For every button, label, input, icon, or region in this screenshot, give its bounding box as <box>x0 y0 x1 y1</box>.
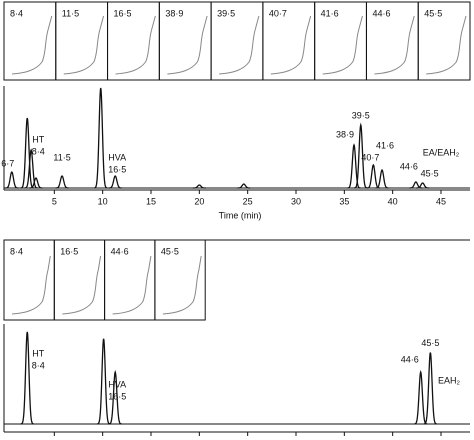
inset-spectrum <box>62 255 102 315</box>
x-axis-label: Time (min) <box>219 210 262 220</box>
peak <box>94 87 108 189</box>
peak <box>97 338 111 425</box>
x-tick-label: 25 <box>243 196 253 206</box>
peak-label: 39·5 <box>352 110 370 120</box>
inset-label: 8·4 <box>10 8 23 18</box>
inset-label: 16·5 <box>60 246 78 256</box>
peak <box>108 175 122 189</box>
peak <box>20 117 34 189</box>
peak <box>5 171 19 189</box>
peak <box>347 143 361 189</box>
peak-label: HT <box>32 134 44 144</box>
inset-label: 45·5 <box>424 8 442 18</box>
x-tick-label: 20 <box>194 196 204 206</box>
peak <box>108 369 122 425</box>
inset-label: 39·5 <box>217 8 235 18</box>
peak-label: 45·5 <box>421 168 439 178</box>
inset-spectrum <box>426 15 467 75</box>
peak-label: 16·5 <box>108 164 126 174</box>
inset-spectrum <box>11 15 53 75</box>
peak-label: 6·7 <box>1 158 14 168</box>
peak-label: 44·6 <box>400 161 418 171</box>
peak <box>29 177 43 189</box>
peak-label: 11·5 <box>53 152 70 162</box>
inset-label: 8·4 <box>10 246 23 256</box>
inset-label: 44·6 <box>111 246 129 256</box>
inset-box <box>154 239 206 321</box>
inset-label: 41·6 <box>321 8 339 18</box>
inset-label: 45·5 <box>161 246 179 256</box>
peak-label: 45·5 <box>421 338 439 348</box>
inset-label: 11·5 <box>62 8 79 18</box>
x-tick-label: 35 <box>339 196 349 206</box>
inset-box <box>417 1 471 81</box>
peak <box>423 352 437 425</box>
peak-label: 38·9 <box>336 129 354 139</box>
peak-label: HVA <box>108 152 126 162</box>
peak-label: HVA <box>108 379 126 389</box>
x-tick-label: 15 <box>146 196 156 206</box>
x-tick-label: 40 <box>388 196 398 206</box>
peak <box>55 175 69 189</box>
peak <box>24 148 38 189</box>
inset-spectrum <box>322 15 363 75</box>
peak <box>416 182 430 189</box>
peak <box>375 169 389 189</box>
peak <box>237 183 251 189</box>
inset-label: 44·6 <box>372 8 390 18</box>
peak-label: 40·7 <box>361 152 379 162</box>
peak <box>409 181 423 189</box>
inset-spectrum <box>219 15 260 75</box>
peak-label: HT <box>32 348 44 358</box>
annotation: EAH₂ <box>438 375 461 385</box>
x-tick-label: 10 <box>98 196 108 206</box>
inset-label: 38·9 <box>165 8 183 18</box>
inset-spectrum <box>63 15 105 75</box>
peak-label: 41·6 <box>376 140 394 150</box>
peak <box>20 331 34 425</box>
peak <box>354 122 368 189</box>
inset-label: 40·7 <box>269 8 287 18</box>
inset-spectrum <box>374 15 415 75</box>
inset-spectrum <box>162 255 202 315</box>
inset-spectrum <box>115 15 156 75</box>
inset-spectrum <box>11 255 51 315</box>
x-tick-label: 45 <box>436 196 446 206</box>
x-tick-label: 30 <box>291 196 301 206</box>
peak-label: 44·6 <box>401 354 419 364</box>
peak-label: 8·4 <box>32 360 45 370</box>
peak <box>366 163 380 189</box>
x-tick-label: 5 <box>52 196 57 206</box>
inset-label: 16·5 <box>114 8 132 18</box>
inset-spectrum <box>112 255 152 315</box>
inset-spectrum <box>270 15 312 75</box>
peak <box>414 369 428 425</box>
inset-spectrum <box>167 15 208 75</box>
annotation: EA/EAH₂ <box>423 147 460 157</box>
peak-label: 8·4 <box>32 146 45 156</box>
peak-label: 16·5 <box>108 391 126 401</box>
peak <box>192 184 206 189</box>
